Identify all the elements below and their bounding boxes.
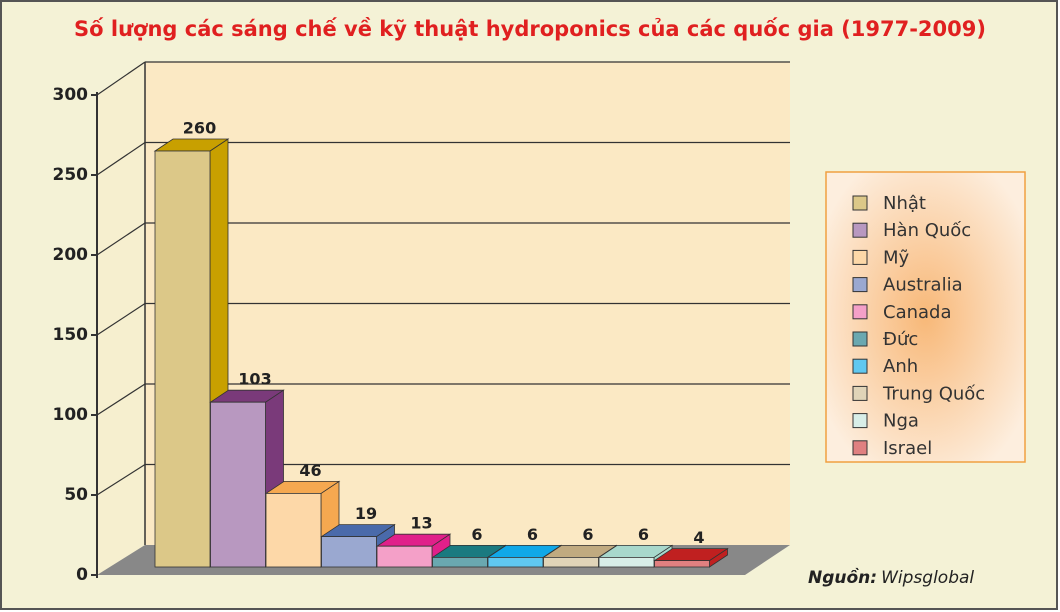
bar xyxy=(654,560,710,568)
legend-label: Đức xyxy=(883,329,918,350)
legend-swatch xyxy=(852,222,868,238)
legend-swatch xyxy=(852,277,868,293)
y-tick-label: 300 xyxy=(53,85,89,105)
value-label: 6 xyxy=(582,525,593,544)
value-label: 13 xyxy=(410,514,432,533)
value-label: 6 xyxy=(638,525,649,544)
y-tick-label: 200 xyxy=(53,245,89,265)
legend-label: Nhật xyxy=(883,193,926,214)
grid-line xyxy=(96,302,146,336)
bar xyxy=(487,557,544,568)
bar xyxy=(154,150,211,568)
chart-title: Số lượng các sáng chế về kỹ thuật hydrop… xyxy=(74,17,986,41)
bar xyxy=(543,557,599,568)
grid-line xyxy=(96,383,146,416)
source: Nguồn: Wipsglobal xyxy=(808,567,974,588)
bar xyxy=(432,557,488,568)
value-label: 103 xyxy=(238,370,271,389)
legend-swatch xyxy=(852,304,868,320)
value-label: 4 xyxy=(693,528,704,547)
y-tick-label: 50 xyxy=(64,485,88,505)
legend-swatch xyxy=(852,413,868,429)
value-label: 260 xyxy=(183,119,216,138)
side-wall xyxy=(97,62,145,575)
legend-label: Israel xyxy=(883,438,932,459)
legend-swatch xyxy=(852,331,868,347)
legend-swatch xyxy=(852,440,868,456)
grid-line xyxy=(96,222,146,256)
y-tick-label: 0 xyxy=(76,565,88,585)
grid-line xyxy=(96,463,146,496)
y-tick-label: 150 xyxy=(53,325,89,345)
legend-label: Nga xyxy=(883,411,919,432)
bar xyxy=(598,557,655,568)
value-label: 6 xyxy=(527,525,538,544)
legend-label: Canada xyxy=(883,302,952,323)
legend-swatch xyxy=(852,358,868,374)
legend-label: Australia xyxy=(883,275,963,296)
legend-swatch xyxy=(852,249,868,265)
legend-swatch xyxy=(852,195,868,211)
legend-label: Anh xyxy=(883,356,918,377)
bar xyxy=(376,545,433,568)
legend-label: Hàn Quốc xyxy=(883,220,971,241)
legend-label: Trung Quốc xyxy=(882,383,985,404)
bar xyxy=(210,401,266,568)
y-tick-label: 100 xyxy=(53,405,89,425)
legend-swatch xyxy=(852,385,868,401)
bar xyxy=(321,536,377,568)
y-tick-label: 250 xyxy=(53,165,89,185)
source-name: Wipsglobal xyxy=(881,568,974,588)
bar xyxy=(265,492,322,568)
legend-label: Mỹ xyxy=(883,247,910,268)
grid-line xyxy=(96,142,146,176)
value-label: 46 xyxy=(299,461,321,480)
grid-line xyxy=(96,61,146,96)
value-label: 19 xyxy=(355,504,377,523)
value-label: 6 xyxy=(471,525,482,544)
source-label: Nguồn: xyxy=(808,567,877,588)
